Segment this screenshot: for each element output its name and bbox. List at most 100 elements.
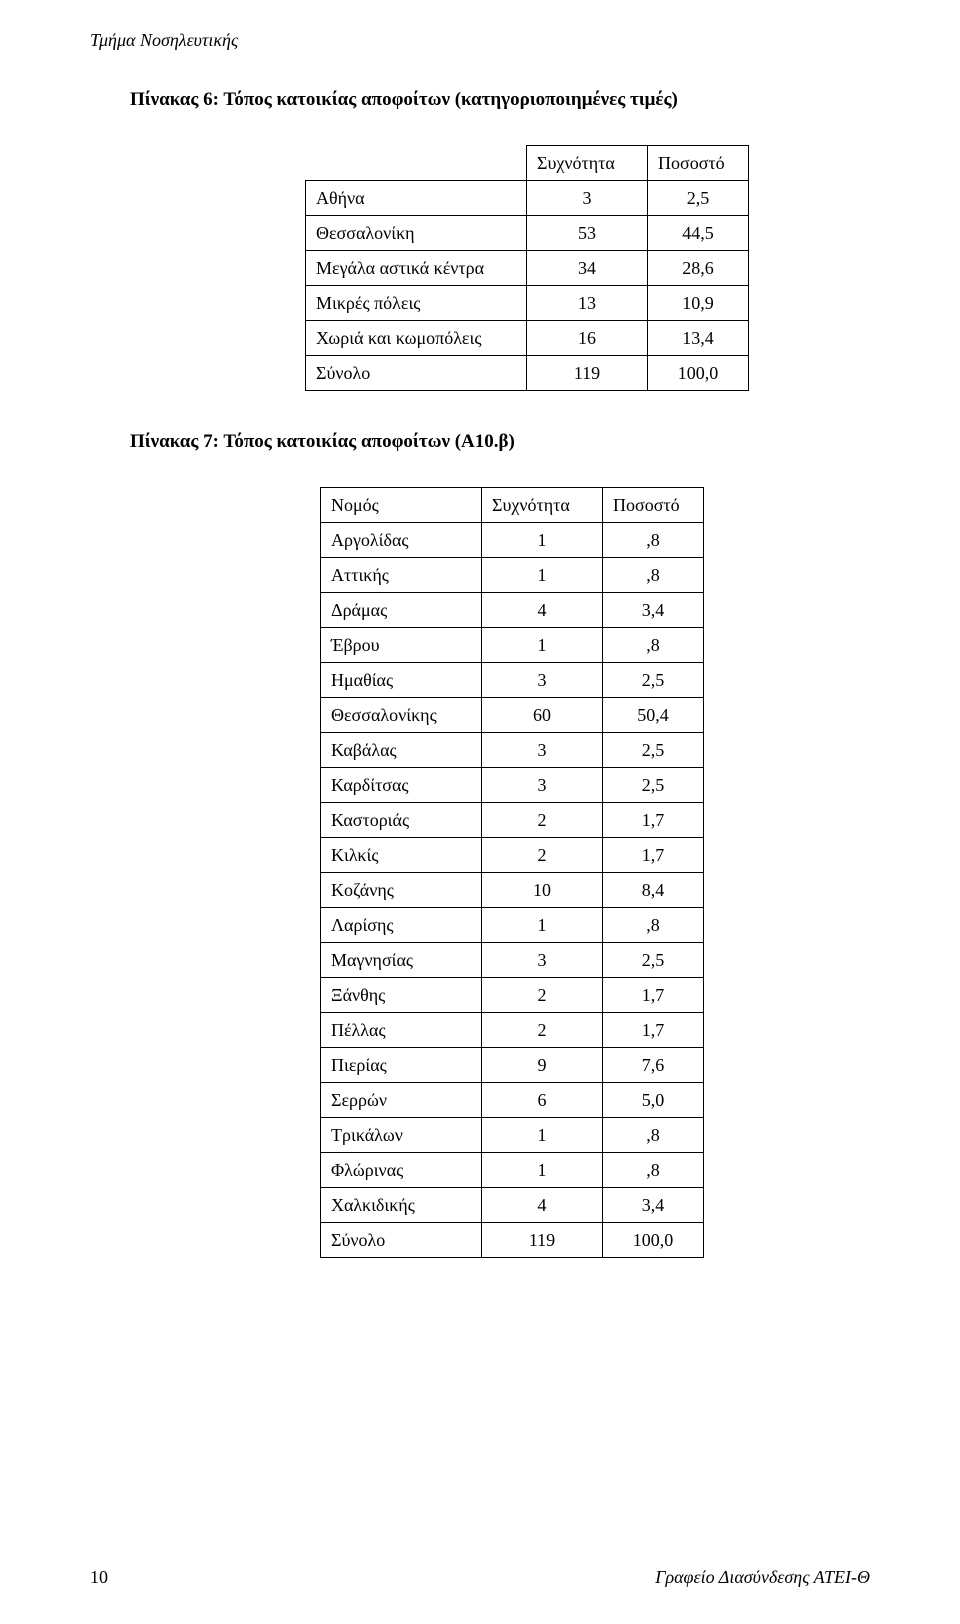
- row-label: Ημαθίας: [321, 663, 482, 698]
- row-label: Μεγάλα αστικά κέντρα: [306, 251, 527, 286]
- row-freq: 3: [527, 181, 648, 216]
- row-pct: 1,7: [603, 803, 704, 838]
- table-row: Μεγάλα αστικά κέντρα 34 28,6: [306, 251, 749, 286]
- row-freq: 4: [482, 593, 603, 628]
- row-label: Καρδίτσας: [321, 768, 482, 803]
- row-pct: 50,4: [603, 698, 704, 733]
- row-pct: 3,4: [603, 593, 704, 628]
- row-label: Ξάνθης: [321, 978, 482, 1013]
- row-pct: 5,0: [603, 1083, 704, 1118]
- row-label: Καβάλας: [321, 733, 482, 768]
- row-label: Τρικάλων: [321, 1118, 482, 1153]
- row-pct: 1,7: [603, 1013, 704, 1048]
- row-freq: 4: [482, 1188, 603, 1223]
- row-freq: 1: [482, 1118, 603, 1153]
- table-row: Θεσσαλονίκης6050,4: [321, 698, 704, 733]
- row-label: Κιλκίς: [321, 838, 482, 873]
- row-freq: 119: [527, 356, 648, 391]
- row-label: Πέλλας: [321, 1013, 482, 1048]
- table-row: Μικρές πόλεις 13 10,9: [306, 286, 749, 321]
- row-freq: 1: [482, 558, 603, 593]
- table-header-nomos: Νομός: [321, 488, 482, 523]
- page-number: 10: [90, 1567, 108, 1588]
- row-label: Θεσσαλονίκης: [321, 698, 482, 733]
- row-freq: 9: [482, 1048, 603, 1083]
- row-pct: 2,5: [648, 181, 749, 216]
- row-freq: 3: [482, 768, 603, 803]
- row-pct: 10,9: [648, 286, 749, 321]
- row-freq: 60: [482, 698, 603, 733]
- table-7-title: Πίνακας 7: Τόπος κατοικίας αποφοίτων (Α1…: [130, 431, 870, 453]
- row-pct: 13,4: [648, 321, 749, 356]
- row-label: Μαγνησίας: [321, 943, 482, 978]
- row-label: Χωριά και κωμοπόλεις: [306, 321, 527, 356]
- table-row: Μαγνησίας32,5: [321, 943, 704, 978]
- row-freq: 13: [527, 286, 648, 321]
- table-row: Χωριά και κωμοπόλεις 16 13,4: [306, 321, 749, 356]
- row-freq: 119: [482, 1223, 603, 1258]
- row-label: Αττικής: [321, 558, 482, 593]
- row-freq: 2: [482, 978, 603, 1013]
- row-pct: 1,7: [603, 838, 704, 873]
- table-6: Συχνότητα Ποσοστό Αθήνα 3 2,5 Θεσσαλονίκ…: [305, 145, 749, 391]
- table-row: Συχνότητα Ποσοστό: [306, 146, 749, 181]
- table-row: Σερρών65,0: [321, 1083, 704, 1118]
- table-row: Πέλλας21,7: [321, 1013, 704, 1048]
- row-freq: 2: [482, 1013, 603, 1048]
- row-pct: 2,5: [603, 733, 704, 768]
- table-row: Αττικής1,8: [321, 558, 704, 593]
- table-row: Νομός Συχνότητα Ποσοστό: [321, 488, 704, 523]
- table-header-empty: [306, 146, 527, 181]
- row-freq: 1: [482, 523, 603, 558]
- table-header-frequency: Συχνότητα: [527, 146, 648, 181]
- row-freq: 3: [482, 943, 603, 978]
- row-label: Σερρών: [321, 1083, 482, 1118]
- table-header-frequency: Συχνότητα: [482, 488, 603, 523]
- row-freq: 3: [482, 733, 603, 768]
- row-freq: 1: [482, 628, 603, 663]
- row-label: Αργολίδας: [321, 523, 482, 558]
- table-row: Κιλκίς21,7: [321, 838, 704, 873]
- row-pct: 3,4: [603, 1188, 704, 1223]
- row-pct: 1,7: [603, 978, 704, 1013]
- row-freq: 3: [482, 663, 603, 698]
- row-pct: 44,5: [648, 216, 749, 251]
- row-pct: 28,6: [648, 251, 749, 286]
- table-row: Καβάλας32,5: [321, 733, 704, 768]
- row-label: Αθήνα: [306, 181, 527, 216]
- row-label: Δράμας: [321, 593, 482, 628]
- row-label: Σύνολο: [321, 1223, 482, 1258]
- row-freq: 2: [482, 803, 603, 838]
- row-label: Θεσσαλονίκη: [306, 216, 527, 251]
- footer-office: Γραφείο Διασύνδεσης ΑΤΕΙ-Θ: [655, 1567, 870, 1588]
- table-6-title: Πίνακας 6: Τόπος κατοικίας αποφοίτων (κα…: [130, 89, 870, 111]
- row-label: Κοζάνης: [321, 873, 482, 908]
- table-row: Έβρου1,8: [321, 628, 704, 663]
- row-freq: 1: [482, 1153, 603, 1188]
- table-row: Πιερίας97,6: [321, 1048, 704, 1083]
- row-pct: 100,0: [603, 1223, 704, 1258]
- row-label: Μικρές πόλεις: [306, 286, 527, 321]
- row-pct: ,8: [603, 558, 704, 593]
- row-pct: 7,6: [603, 1048, 704, 1083]
- row-label: Πιερίας: [321, 1048, 482, 1083]
- row-pct: 100,0: [648, 356, 749, 391]
- row-label: Σύνολο: [306, 356, 527, 391]
- row-label: Χαλκιδικής: [321, 1188, 482, 1223]
- page: Τμήμα Νοσηλευτικής Πίνακας 6: Τόπος κατο…: [0, 0, 960, 1624]
- department-header: Τμήμα Νοσηλευτικής: [90, 30, 870, 51]
- table-row: Καρδίτσας32,5: [321, 768, 704, 803]
- row-label: Λαρίσης: [321, 908, 482, 943]
- row-freq: 6: [482, 1083, 603, 1118]
- row-label: Καστοριάς: [321, 803, 482, 838]
- row-pct: ,8: [603, 523, 704, 558]
- table-row: Δράμας43,4: [321, 593, 704, 628]
- table-row: Σύνολο 119 100,0: [306, 356, 749, 391]
- row-label: Έβρου: [321, 628, 482, 663]
- row-freq: 10: [482, 873, 603, 908]
- table-row: Χαλκιδικής43,4: [321, 1188, 704, 1223]
- row-label: Φλώρινας: [321, 1153, 482, 1188]
- row-freq: 53: [527, 216, 648, 251]
- table-7: Νομός Συχνότητα Ποσοστό Αργολίδας1,8 Αττ…: [320, 487, 704, 1258]
- row-pct: ,8: [603, 908, 704, 943]
